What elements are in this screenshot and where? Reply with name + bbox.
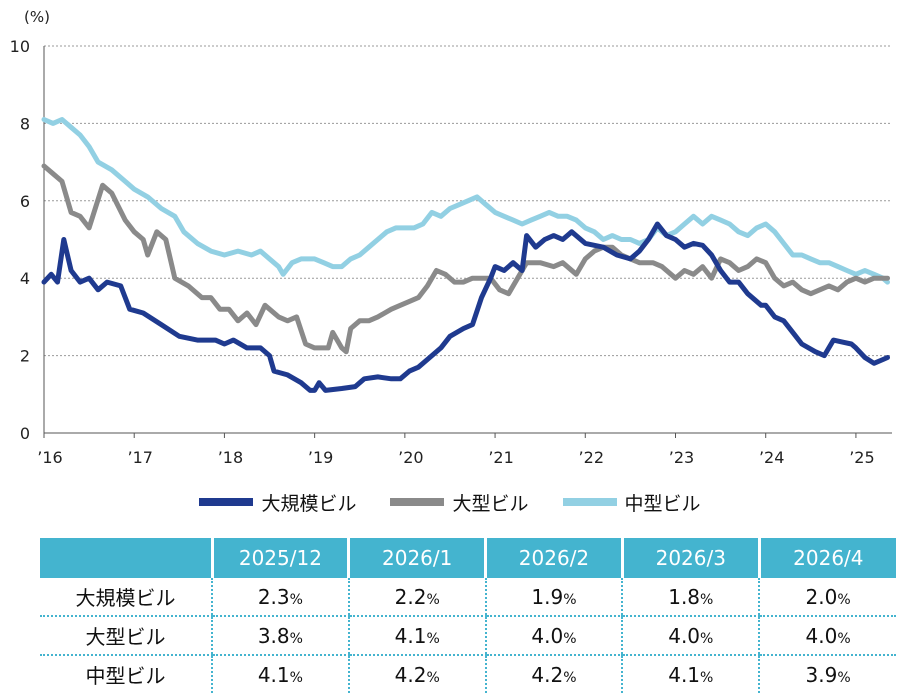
cell-value: 4.2: [394, 662, 427, 687]
series-line-0: [41, 221, 890, 393]
table-cell: 4.2%: [347, 655, 486, 693]
table-cell: 1.8%: [621, 578, 760, 617]
cell-unit: %: [563, 669, 577, 686]
cell-value: 2.3: [257, 584, 290, 609]
cell-value: 3.8: [257, 623, 290, 648]
table-row: 大規模ビル 2.3% 2.2% 1.9% 1.8% 2.0%: [40, 578, 896, 617]
y-tick-labels: 0 2 4 6 8 10: [10, 37, 30, 443]
x-tick-label: ’16: [37, 448, 62, 467]
table-cell: 2.0%: [758, 578, 896, 617]
table-row-label: 大規模ビル: [40, 578, 212, 617]
y-tick-label: 10: [10, 37, 30, 56]
table-row-label: 中型ビル: [85, 664, 166, 688]
cell-value: 4.1: [668, 662, 701, 687]
table-cell: 4.0%: [758, 616, 896, 656]
cell-value: 4.0: [531, 623, 564, 648]
cell-value: 1.9: [531, 584, 564, 609]
x-tick-labels: ’16 ’17 ’18 ’19 ’20 ’21 ’22 ’23 ’24 ’25: [37, 433, 875, 467]
y-tick-label: 8: [20, 114, 30, 133]
cell-value: 2.0: [805, 584, 838, 609]
cell-value: 3.9: [805, 662, 838, 687]
cell-unit: %: [837, 591, 851, 608]
table-cell: 3.9%: [758, 655, 896, 693]
table-row-label: 大型ビル: [40, 616, 212, 656]
x-tick-label: ’20: [398, 448, 423, 467]
cell-unit: %: [700, 591, 714, 608]
axes: [43, 46, 892, 434]
table-header-blank: [40, 538, 212, 578]
table-cell: 1.9%: [484, 578, 623, 617]
x-tick-label: ’25: [849, 448, 874, 467]
cell-value: 4.1: [394, 623, 427, 648]
x-tick-label: ’22: [579, 448, 604, 467]
table-header-cell: 2026/4: [757, 538, 896, 578]
x-tick-label: ’21: [488, 448, 513, 467]
cell-value: 4.2: [531, 662, 564, 687]
y-tick-label: 0: [20, 424, 30, 443]
x-tick-label: ’24: [759, 448, 784, 467]
table-cell: 2.2%: [347, 578, 486, 617]
line-chart: 0 2 4 6 8 10 ’16 ’17 ’18 ’19 ’20 ’21 ’22 ’23 ’24 ’25 (…: [10, 8, 892, 467]
table-header-cell: 2026/2: [484, 538, 623, 578]
legend-label: 大規模ビル: [261, 492, 357, 515]
cell-unit: %: [426, 630, 440, 647]
legend-item-large-scale: 大規模ビル: [199, 489, 356, 516]
y-tick-label: 2: [20, 347, 30, 366]
table-cell: 4.1%: [347, 616, 486, 656]
legend-label: 中型ビル: [624, 492, 701, 515]
table-cell: 4.1%: [621, 655, 760, 693]
cell-unit: %: [289, 591, 303, 608]
legend-swatch: [562, 498, 617, 506]
table-row: 大型ビル 3.8% 4.1% 4.0% 4.0% 4.0%: [40, 616, 896, 656]
table-header-row: 2025/12 2026/1 2026/2 2026/3 2026/4: [40, 538, 896, 578]
y-tick-label: 6: [20, 192, 30, 211]
x-tick-label: ’23: [669, 448, 694, 467]
cell-unit: %: [289, 630, 303, 647]
x-tick-label: ’19: [308, 448, 333, 467]
chart-legend: 大規模ビル 大型ビル 中型ビル: [0, 484, 900, 520]
cell-unit: %: [837, 630, 851, 647]
cell-unit: %: [289, 669, 303, 686]
table-cell: 4.0%: [484, 616, 623, 656]
table-cell: 4.2%: [484, 655, 623, 693]
cell-unit: %: [700, 630, 714, 647]
series-lines: [41, 117, 890, 393]
legend-swatch: [390, 498, 445, 506]
table-cell: 4.1%: [211, 655, 349, 693]
series-line-2: [41, 117, 890, 285]
table-header-cell: 2026/3: [620, 538, 760, 578]
y-unit-label: (%): [24, 8, 50, 26]
cell-value: 4.0: [805, 623, 838, 648]
cell-value: 4.1: [257, 662, 290, 687]
cell-unit: %: [700, 669, 714, 686]
table-row: 中型ビル 4.1% 4.2% 4.2% 4.1% 3.9%: [40, 655, 896, 693]
cell-value: 2.2: [394, 584, 427, 609]
x-tick-label: ’18: [218, 448, 243, 467]
series-line-1: [41, 163, 890, 355]
table-header-cell: 2025/12: [210, 538, 349, 578]
legend-label: 大型ビル: [452, 492, 529, 515]
table-cell: 2.3%: [211, 578, 349, 617]
cell-value: 4.0: [668, 623, 701, 648]
x-tick-label: ’17: [127, 448, 152, 467]
cell-unit: %: [563, 591, 577, 608]
cell-value: 1.8: [668, 584, 701, 609]
cell-unit: %: [426, 591, 440, 608]
cell-unit: %: [426, 669, 440, 686]
y-tick-label: 4: [20, 269, 30, 288]
cell-unit: %: [837, 669, 851, 686]
legend-swatch: [199, 498, 254, 506]
legend-item-mid: 中型ビル: [562, 489, 701, 516]
table-body: 大規模ビル 2.3% 2.2% 1.9% 1.8% 2.0% 大型ビル 3.8% 4.1% 4.0…: [40, 578, 896, 693]
legend-item-large: 大型ビル: [390, 489, 529, 516]
cell-unit: %: [563, 630, 577, 647]
table-header-cell: 2026/1: [347, 538, 486, 578]
table-cell: 3.8%: [211, 616, 349, 656]
forecast-table: 2025/12 2026/1 2026/2 2026/3 2026/4 大規模ビ…: [40, 538, 896, 693]
table-cell: 4.0%: [621, 616, 760, 656]
